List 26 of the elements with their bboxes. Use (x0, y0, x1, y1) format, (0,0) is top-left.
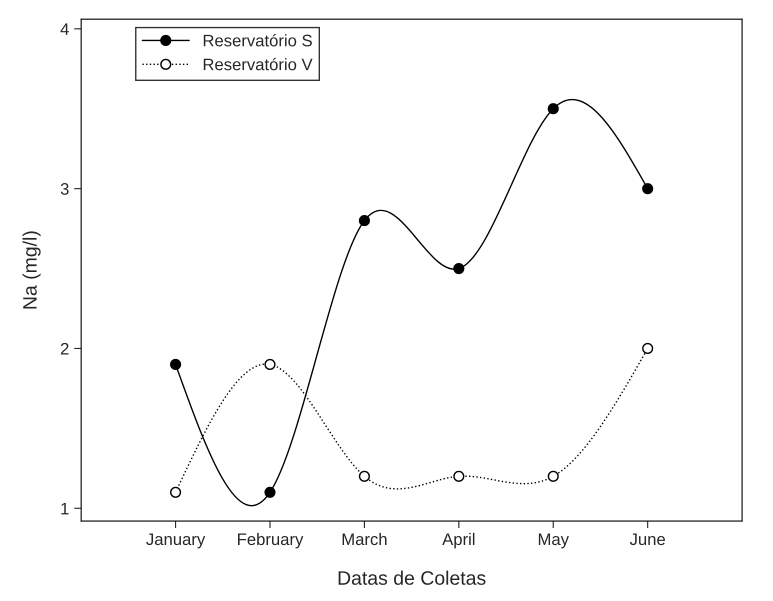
point (264, 358, 276, 370)
x-axis-title: Datas de Coletas (338, 570, 486, 585)
y-tick-label: 1 (61, 502, 69, 514)
y-axis-title: Na (mg/l) (22, 231, 41, 309)
point (170, 358, 182, 370)
x-tick-label: May (538, 533, 569, 548)
point (453, 470, 464, 482)
legend-label: Reservatório S (204, 34, 312, 46)
point (548, 103, 559, 114)
x-tick-label: January (146, 533, 206, 548)
x-tick-label: June (630, 533, 665, 546)
point (264, 486, 276, 498)
y-tick-label: 3 (60, 183, 69, 195)
x-tick-label: February (238, 532, 304, 548)
point (548, 470, 559, 482)
y-tick-label: 2 (60, 342, 69, 354)
x-tick-label: March (342, 532, 386, 546)
legend-label: Reservatório V (204, 58, 313, 70)
point (642, 183, 654, 194)
point (170, 486, 182, 498)
point (453, 262, 464, 274)
point (358, 215, 370, 226)
point (358, 470, 370, 482)
y-tick-label: 4 (60, 23, 69, 35)
x-tick-label: April (442, 532, 474, 548)
point (642, 342, 654, 354)
